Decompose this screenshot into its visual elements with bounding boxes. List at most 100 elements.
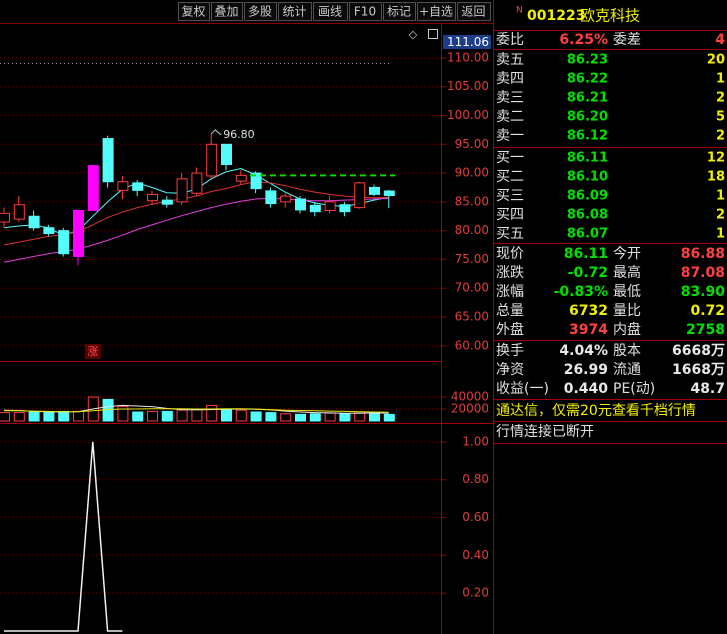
order-price: 86.09: [567, 189, 608, 204]
candle-body: [354, 182, 366, 209]
volume-bar: [117, 406, 129, 422]
order-label: 卖四: [496, 71, 524, 87]
stat-value: 48.7: [690, 381, 725, 397]
stat-label: 涨跌: [496, 265, 524, 281]
y-tick-label: 110.00: [447, 50, 489, 64]
toolbar-button-label[interactable]: 返回: [461, 5, 485, 19]
y-tick-label: 60.00: [455, 338, 489, 352]
order-volume: 1: [716, 72, 725, 87]
volume-bar: [176, 409, 188, 422]
volume-bar: [147, 410, 158, 422]
stock-flag: N: [516, 6, 523, 16]
stat-label: 股本: [613, 343, 641, 359]
stat-label: 流通: [613, 362, 641, 378]
candle-body: [280, 195, 292, 203]
notice[interactable]: 通达信，仅需20元查看千档行情: [496, 403, 696, 419]
stat-label: 今开: [613, 246, 641, 262]
stat-label: 涨幅: [496, 284, 524, 300]
stat-label: 最高: [613, 264, 641, 281]
volume-bar: [28, 411, 40, 422]
volume-bar: [369, 412, 380, 422]
volume-bar: [73, 410, 84, 422]
stat-value: 2758: [686, 322, 725, 338]
diamond-icon[interactable]: ◇: [409, 28, 418, 41]
toolbar-button-label[interactable]: F10: [354, 5, 376, 19]
volume-bar: [161, 410, 173, 422]
y-tick-label: 0.20: [462, 586, 489, 600]
toolbar-button-label[interactable]: 标记: [387, 5, 411, 19]
order-label: 卖五: [496, 52, 524, 68]
order-label: 买一: [496, 150, 524, 166]
order-volume: 12: [707, 151, 725, 166]
line-series: [4, 408, 389, 413]
order-volume: 20: [707, 53, 725, 68]
candle-body: [176, 178, 188, 203]
stat-label: 净资: [496, 362, 524, 378]
box-icon[interactable]: [428, 29, 438, 39]
order-price: 86.21: [567, 91, 608, 106]
volume-bar: [324, 412, 336, 422]
toolbar-button[interactable]: [457, 2, 491, 21]
candle-body: [324, 201, 336, 211]
candle-body: [0, 212, 10, 223]
y-tick-label: 80.00: [455, 223, 489, 237]
order-price: 86.12: [567, 129, 608, 144]
toolbar-button-label[interactable]: +自选: [419, 5, 453, 19]
line-series: [4, 441, 123, 632]
toolbar-button[interactable]: [178, 2, 210, 21]
toolbar-button-label[interactable]: 统计: [282, 5, 306, 19]
high-pointer: [210, 129, 222, 136]
high-label: 96.80: [223, 128, 255, 141]
toolbar-button[interactable]: [244, 2, 277, 21]
y-tick-label: 0.80: [462, 472, 489, 486]
stock-code: 001223: [527, 8, 585, 24]
volume-bar: [280, 413, 292, 422]
order-price: 86.07: [567, 227, 608, 242]
toolbar: 复权 叠加 多股 统计 画线 F10 标记 +自选 返回: [178, 2, 491, 21]
toolbar-button-label[interactable]: 画线: [318, 5, 342, 19]
candle-body: [206, 143, 218, 177]
volume-bar: [43, 411, 55, 422]
toolbar-button[interactable]: [349, 2, 382, 21]
volume-bar: [0, 412, 10, 422]
stat-value: 86.88: [681, 246, 725, 262]
order-label: 买五: [496, 226, 524, 242]
candle-body: [132, 182, 144, 191]
toolbar-button-label[interactable]: 叠加: [214, 5, 238, 19]
stat-label: 内盘: [613, 321, 641, 338]
order-volume: 2: [716, 208, 725, 223]
stat-value: 3974: [569, 322, 608, 338]
toolbar-button[interactable]: [211, 2, 243, 21]
stat-value: 0.440: [564, 381, 609, 397]
toolbar-button-label[interactable]: 复权: [181, 5, 205, 19]
toolbar-button[interactable]: [313, 2, 348, 21]
order-price: 86.10: [567, 170, 608, 185]
order-volume: 1: [716, 189, 725, 204]
volume-bar: [191, 408, 203, 422]
toolbar-button[interactable]: [417, 2, 456, 21]
stat-value: -0.83%: [554, 284, 608, 300]
y-tick-label: 20000: [451, 402, 489, 416]
stat-value: 87.08: [681, 265, 725, 281]
stat-label: 量比: [613, 303, 641, 319]
volume-bar: [221, 408, 232, 422]
candle-body: [369, 186, 380, 195]
stat-label: 最低: [613, 284, 641, 300]
order-price: 86.20: [567, 110, 608, 125]
grid: 110.00 105.00 100.00 95.00 90.00 85.00 80.00 75…: [0, 50, 489, 600]
candle-body: [235, 174, 247, 182]
toolbar-button[interactable]: [278, 2, 312, 21]
toolbar-button[interactable]: [383, 2, 416, 21]
volume-bar: [250, 411, 262, 422]
volume-bar: [383, 413, 395, 422]
candle-body: [250, 172, 262, 190]
volume-bar: [309, 413, 321, 422]
stat-value: 4: [715, 32, 725, 48]
candle-body: [295, 198, 306, 211]
volume-bar: [295, 413, 306, 422]
candle-body: [28, 215, 40, 229]
stat-value: 26.99: [564, 362, 608, 378]
stat-value: 6.25%: [559, 32, 608, 48]
toolbar-button-label[interactable]: 多股: [248, 5, 272, 19]
y-tick-label: 65.00: [455, 309, 489, 323]
